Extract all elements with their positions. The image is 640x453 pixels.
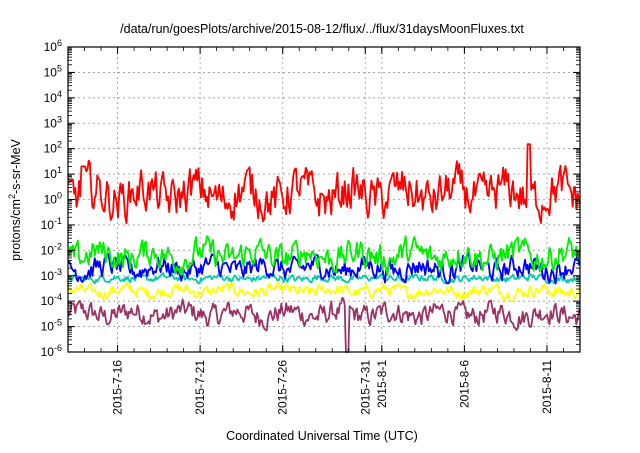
series-line bbox=[67, 235, 581, 276]
x-tick-label: 2015-8-1 bbox=[375, 360, 389, 408]
plot-frame bbox=[67, 46, 581, 353]
x-tick-label: 2015-7-26 bbox=[276, 360, 290, 415]
y-tick-label: 100 bbox=[44, 191, 62, 207]
series-line bbox=[67, 282, 581, 303]
y-tick-label: 106 bbox=[44, 38, 62, 54]
y-tick-label: 105 bbox=[44, 63, 62, 79]
series-line bbox=[67, 296, 581, 353]
chart-title: /data/run/goesPlots/archive/2015-08-12/f… bbox=[120, 22, 524, 36]
y-tick-label: 10-4 bbox=[41, 292, 62, 308]
y-tick-label: 104 bbox=[44, 89, 62, 105]
axis-layer: 106 105 104 103 102 101 100 10-1 10-2 10-3 10-4 10-… bbox=[41, 38, 581, 415]
y-tick-label: 103 bbox=[44, 114, 62, 130]
y-tick-label: 102 bbox=[44, 140, 62, 156]
y-tick-label: 10-5 bbox=[41, 318, 62, 334]
y-tick-label: 10-6 bbox=[41, 343, 62, 359]
x-tick-label: 2015-7-16 bbox=[111, 360, 125, 415]
y-tick-label: 10-3 bbox=[41, 267, 62, 283]
x-tick-label: 2015-7-21 bbox=[193, 360, 207, 415]
x-tick-label: 2015-7-31 bbox=[358, 360, 372, 415]
y-axis-label: protons/cm2-s-sr-MeV bbox=[7, 138, 23, 260]
series-layer bbox=[67, 143, 581, 353]
x-tick-label: 2015-8-11 bbox=[540, 360, 554, 414]
y-tick-label: 101 bbox=[44, 165, 62, 181]
x-axis-label: Coordinated Universal Time (UTC) bbox=[226, 429, 418, 443]
series-line bbox=[67, 143, 581, 225]
series-line bbox=[67, 252, 581, 285]
series-line bbox=[67, 272, 581, 285]
y-tick-label: 10-1 bbox=[41, 216, 62, 232]
x-tick-label: 2015-8-6 bbox=[457, 360, 471, 408]
y-tick-label: 10-2 bbox=[41, 241, 62, 257]
